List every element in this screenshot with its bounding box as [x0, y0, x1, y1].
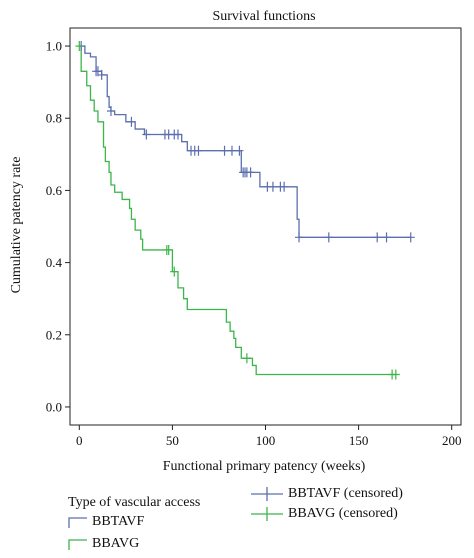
axis-ticks: 0 50 100 150 200 0.0 0.2 0.4 0.6 0.8 1.0 — [46, 39, 462, 448]
x-tick-label: 0 — [76, 433, 83, 448]
y-tick-label: 0.4 — [46, 255, 63, 270]
censor-marks — [75, 41, 415, 380]
censor-mark-bbtavf-censored — [235, 145, 244, 156]
series-lines — [79, 45, 411, 376]
censor-mark-bbtavf-censored — [295, 232, 304, 243]
censor-mark-bbtavf-censored — [246, 167, 255, 178]
censor-mark-bbtavf-censored — [194, 145, 203, 156]
censor-mark-bbtavf-censored — [127, 116, 136, 127]
censor-mark-bbavg-censored — [391, 369, 400, 380]
censor-mark-bbavg-censored — [170, 266, 179, 277]
censor-mark-bbavg-censored — [242, 353, 251, 364]
plot-frame — [69, 27, 462, 426]
chart-title: Survival functions — [212, 9, 315, 24]
censor-mark-bbtavf-censored — [373, 232, 382, 243]
x-tick-label: 150 — [349, 433, 369, 448]
censor-mark-bbtavf-censored — [220, 145, 229, 156]
censor-mark-bbtavf-censored — [142, 129, 151, 140]
series-line-bbavg — [79, 45, 396, 376]
censor-mark-bbtavf-censored — [268, 181, 277, 192]
y-axis-label: Cumulative patency rate — [9, 157, 24, 294]
censor-mark-bbavg-censored — [75, 41, 84, 52]
y-tick-label: 0.6 — [46, 183, 63, 198]
y-tick-label: 0.8 — [46, 111, 62, 126]
x-axis-label: Functional primary patency (weeks) — [163, 459, 366, 474]
censor-mark-bbtavf-censored — [173, 129, 182, 140]
censor-mark-bbavg-censored — [164, 244, 173, 255]
censor-mark-bbtavf-censored — [97, 69, 106, 80]
y-tick-label: 0.0 — [46, 399, 62, 414]
x-tick-label: 100 — [256, 433, 276, 448]
censor-mark-bbtavf-censored — [280, 181, 289, 192]
y-tick-label: 1.0 — [46, 39, 62, 54]
x-tick-label: 50 — [166, 433, 179, 448]
x-tick-label: 200 — [442, 433, 462, 448]
censor-mark-bbtavf-censored — [382, 232, 391, 243]
y-tick-label: 0.2 — [46, 327, 62, 342]
censor-mark-bbtavf-censored — [406, 232, 415, 243]
censor-mark-bbtavf-censored — [106, 106, 115, 117]
censor-mark-bbtavf-censored — [227, 145, 236, 156]
censor-mark-bbtavf-censored — [324, 232, 333, 243]
